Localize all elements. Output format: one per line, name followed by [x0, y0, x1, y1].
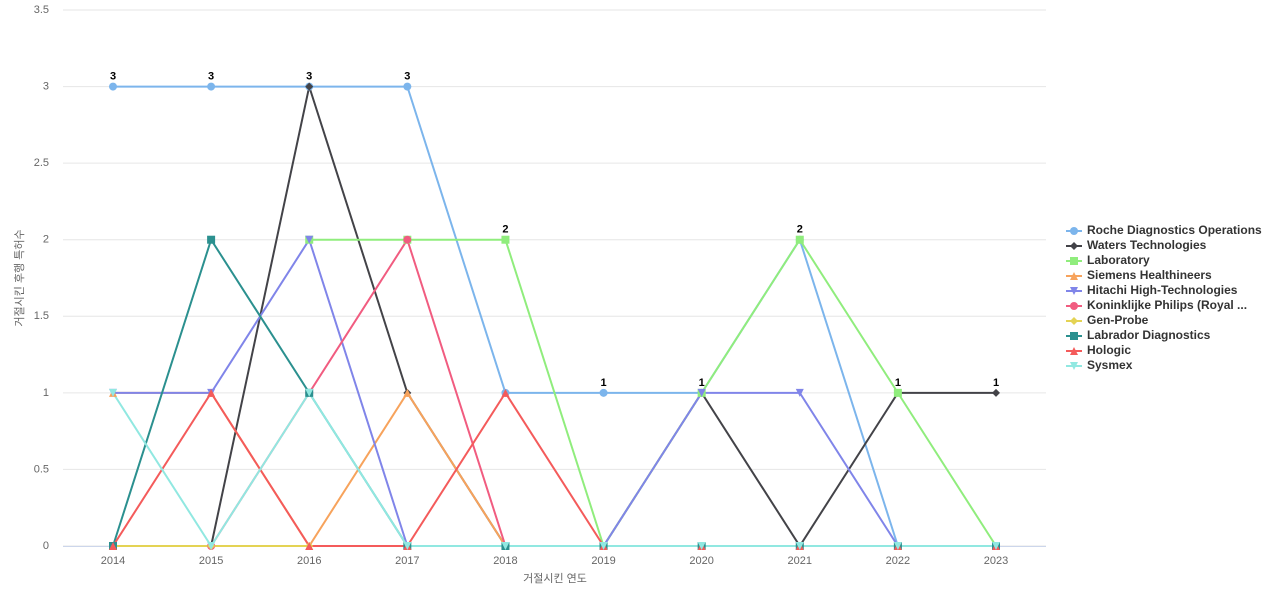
series-line [112, 391, 996, 548]
point [1070, 347, 1078, 355]
legend-label: Laboratory [1087, 253, 1150, 267]
x-tick-label: 2016 [297, 555, 321, 567]
x-tick-label: 2023 [984, 555, 1008, 567]
data-label: 3 [110, 70, 116, 82]
data-label: 1 [993, 377, 999, 389]
point [1070, 242, 1078, 250]
y-tick-label: 1.5 [34, 310, 49, 322]
x-axis-title: 거절시킨 연도 [523, 572, 587, 585]
point [697, 542, 706, 550]
y-tick-label: 1 [43, 387, 49, 399]
y-axis-title: 거절시킨 후행 특허수 [13, 229, 26, 326]
data-label: 1 [600, 377, 606, 389]
x-tick-label: 2019 [591, 555, 615, 567]
point [992, 542, 1000, 550]
point [795, 235, 804, 244]
x-tick-label: 2015 [199, 555, 223, 567]
y-tick-label: 3.5 [34, 4, 49, 16]
point [1070, 362, 1078, 370]
legend-label: Roche Diagnostics Operations [1087, 223, 1262, 237]
point [599, 388, 608, 397]
legend-label: Koninklijke Philips (Royal ... [1087, 298, 1247, 312]
data-label: 3 [208, 70, 214, 82]
point [1070, 272, 1078, 280]
legend-label: Hologic [1087, 343, 1131, 357]
point [893, 542, 902, 550]
x-tick-label: 2018 [493, 555, 517, 567]
data-label: 2 [502, 224, 508, 236]
point [599, 542, 608, 550]
x-tick-label: 2022 [886, 555, 910, 567]
x-tick-label: 2020 [689, 555, 713, 567]
point [109, 82, 117, 91]
point [207, 235, 216, 244]
y-tick-label: 0 [43, 540, 49, 552]
y-tick-label: 2.5 [34, 157, 49, 169]
point [501, 388, 510, 397]
data-label: 2 [797, 224, 803, 236]
point [697, 388, 706, 397]
point [305, 542, 314, 550]
point [207, 82, 216, 91]
point [305, 82, 314, 91]
point [1070, 317, 1078, 325]
point [795, 388, 804, 397]
point [1070, 332, 1078, 340]
point [1070, 287, 1078, 295]
data-label: 3 [404, 70, 410, 82]
point [305, 235, 314, 244]
data-label: 1 [699, 377, 705, 389]
x-tick-label: 2017 [395, 555, 419, 567]
point [403, 82, 412, 91]
point [109, 542, 117, 550]
point [1070, 302, 1078, 310]
legend-label: Gen-Probe [1087, 313, 1149, 327]
point [795, 542, 804, 550]
legend-label: Siemens Healthineers [1087, 268, 1212, 282]
data-label: 3 [306, 70, 312, 82]
x-tick-label: 2021 [788, 555, 812, 567]
y-tick-label: 0.5 [34, 463, 49, 475]
point [207, 542, 216, 550]
y-tick-label: 3 [43, 80, 49, 92]
legend-label: Sysmex [1087, 358, 1133, 372]
point [109, 388, 117, 397]
y-tick-label: 2 [43, 234, 49, 246]
point [207, 388, 216, 397]
point [305, 388, 314, 397]
point [403, 235, 412, 244]
point [403, 542, 412, 550]
point [893, 388, 902, 397]
legend-label: Labrador Diagnostics [1087, 328, 1211, 342]
point [992, 388, 1000, 397]
x-tick-label: 2014 [101, 555, 125, 567]
point [1070, 227, 1078, 235]
legend-label: Hitachi High-Technologies [1087, 283, 1238, 297]
point [501, 235, 510, 244]
legend-label: Waters Technologies [1087, 238, 1207, 252]
data-label: 1 [895, 377, 901, 389]
point [501, 542, 510, 550]
point [1070, 257, 1078, 265]
point [403, 388, 412, 397]
